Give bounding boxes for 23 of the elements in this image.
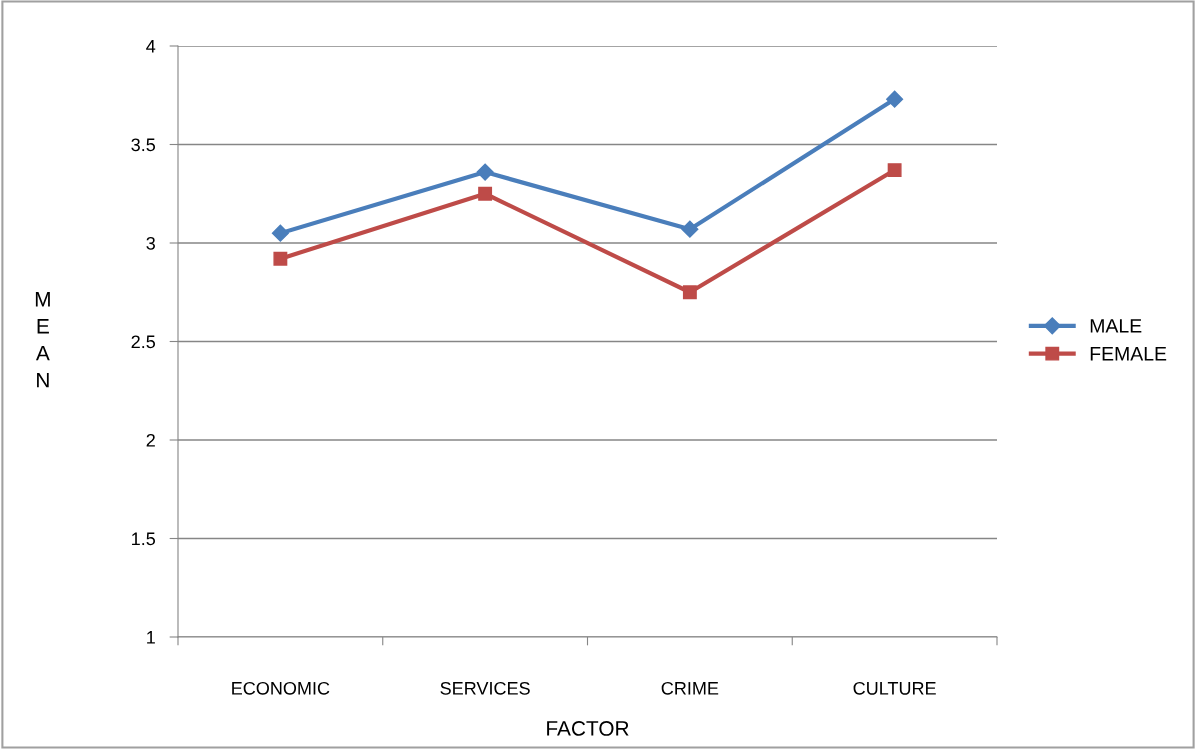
y-tick-label: 2 — [146, 433, 155, 447]
y-tick-label: 3.5 — [131, 138, 156, 152]
legend-label: FEMALE — [1090, 347, 1167, 361]
y-tick-label: 3 — [146, 236, 155, 250]
x-tick-label: ECONOMIC — [232, 681, 330, 695]
point — [271, 224, 289, 242]
point — [887, 163, 902, 178]
y-tick-label: 2.5 — [131, 335, 156, 349]
point — [476, 163, 494, 181]
legend-label: MALE — [1090, 319, 1142, 333]
y-tick-label: 1 — [147, 631, 155, 644]
x-tick-label: SERVICES — [440, 681, 530, 695]
point — [682, 285, 697, 300]
y-axis-title: MEAN — [35, 292, 50, 388]
y-tick-label: 1.5 — [132, 532, 156, 546]
x-tick-label: CULTURE — [853, 681, 936, 695]
point — [273, 251, 288, 266]
point — [886, 90, 904, 108]
x-axis-title: FACTOR — [547, 721, 629, 736]
x-tick-label: CRIME — [661, 681, 719, 695]
point — [681, 220, 699, 238]
y-tick-label: 4 — [146, 40, 156, 53]
point — [478, 186, 493, 201]
